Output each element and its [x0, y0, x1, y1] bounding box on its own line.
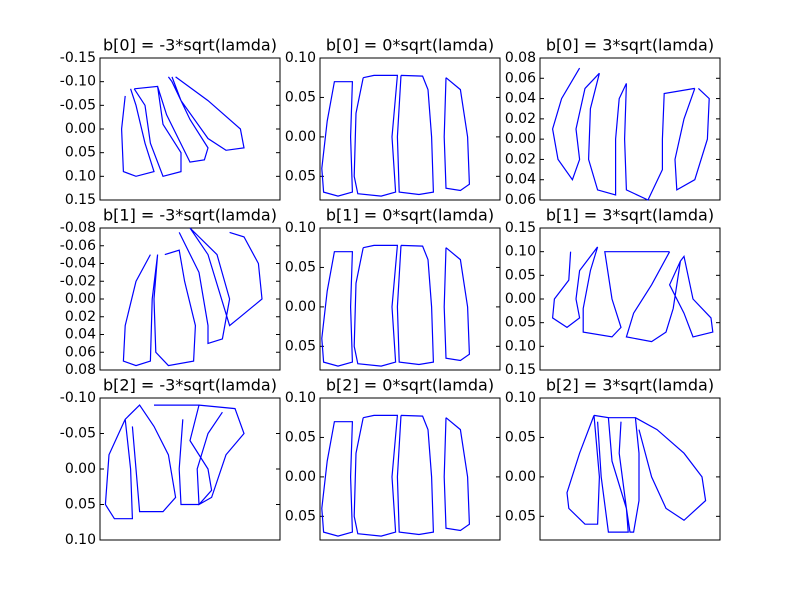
subplot-title: b[0] = -3*sqrt(lamda) — [103, 36, 277, 55]
subplot-title: b[2] = 0*sqrt(lamda) — [326, 376, 494, 395]
y-tick-label: -0.15 — [60, 50, 96, 66]
subplot: b[1] = -3*sqrt(lamda) -0.08 -0.06 -0.04-0.0… — [60, 206, 281, 378]
y-tick-label: 0.05 — [285, 429, 316, 445]
subplot-title: b[1] = 0*sqrt(lamda) — [326, 206, 494, 225]
y-tick-label: 0.00 — [505, 131, 536, 147]
y-tick-label: 0.02 — [505, 151, 536, 167]
subplot: b[1] = 3*sqrt(lamda) 0.15 0.10 0.05 0.00 0.05… — [505, 206, 721, 378]
plot-area — [99, 227, 281, 371]
y-tick-label: -0.05 — [60, 97, 96, 113]
subplot: b[0] = 3*sqrt(lamda) 0.08 0.06 0.04 0.02 0.00… — [505, 36, 721, 208]
y-tick-label: 0.00 — [285, 299, 316, 315]
y-tick-label: 0.05 — [505, 315, 536, 331]
plot-area — [319, 227, 501, 371]
plot-area — [539, 57, 721, 201]
y-tick-label: 0.02 — [505, 111, 536, 127]
shape-outline — [551, 67, 710, 201]
y-tick-label: 0.05 — [505, 429, 536, 445]
y-tick-label: 0.05 — [285, 89, 316, 105]
y-tick-label: -0.08 — [60, 220, 96, 236]
y-tick-label: -0.06 — [60, 238, 96, 254]
subplot: b[1] = 0*sqrt(lamda) 0.10 0.05 0.00 0.05 — [285, 206, 501, 371]
subplot-title: b[1] = -3*sqrt(lamda) — [103, 206, 277, 225]
shape-outline — [566, 414, 707, 533]
y-tick-label: 0.06 — [65, 344, 96, 360]
subplot: b[0] = -3*sqrt(lamda) -0.15 -0.10 -0.05 0.00… — [60, 36, 281, 208]
subplot: b[0] = 0*sqrt(lamda) 0.10 0.05 0.00 0.05 — [285, 36, 501, 201]
y-tick-label: 0.10 — [505, 338, 536, 354]
subplot-title: b[2] = 3*sqrt(lamda) — [546, 376, 714, 395]
subplot-title: b[2] = -3*sqrt(lamda) — [103, 376, 277, 395]
y-tick-label: 0.05 — [65, 497, 96, 513]
y-tick-label: 0.10 — [285, 50, 316, 66]
y-tick-label: 0.10 — [505, 244, 536, 260]
y-tick-label: 0.10 — [65, 168, 96, 184]
y-tick-label: 0.10 — [505, 390, 536, 406]
y-tick-label: 0.15 — [505, 220, 536, 236]
y-tick-label: 0.05 — [285, 338, 316, 354]
y-tick-label: 0.15 — [505, 362, 536, 378]
y-tick-label: -0.04 — [60, 256, 96, 272]
shape-outline — [321, 244, 471, 367]
subplot: b[2] = -3*sqrt(lamda) -0.10 -0.05 0.00 0.05 0… — [60, 376, 281, 548]
subplot-title: b[0] = 3*sqrt(lamda) — [546, 36, 714, 55]
shape-outline — [551, 246, 714, 343]
plot-area — [319, 397, 501, 541]
y-tick-label: 0.04 — [505, 91, 536, 107]
y-tick-label: 0.00 — [285, 129, 316, 145]
subplot: b[2] = 3*sqrt(lamda) 0.10 0.05 0.00 0.05 — [505, 376, 721, 541]
y-tick-label: -0.10 — [60, 74, 96, 90]
y-tick-label: 0.10 — [65, 532, 96, 548]
y-tick-label: -0.10 — [60, 390, 96, 406]
shape-outline — [321, 74, 471, 197]
y-tick-label: 0.05 — [285, 508, 316, 524]
y-tick-label: 0.04 — [65, 327, 96, 343]
y-tick-label: 0.06 — [505, 70, 536, 86]
y-tick-label: 0.00 — [65, 291, 96, 307]
plot-area — [319, 57, 501, 201]
y-tick-label: 0.10 — [285, 220, 316, 236]
y-tick-label: 0.06 — [505, 192, 536, 208]
subplot-title: b[1] = 3*sqrt(lamda) — [546, 206, 714, 225]
y-tick-label: 0.05 — [65, 145, 96, 161]
shape-outline — [104, 404, 245, 520]
subplot: b[2] = 0*sqrt(lamda) 0.10 0.05 0.00 0.05 — [285, 376, 501, 541]
y-tick-label: 0.05 — [505, 267, 536, 283]
y-tick-label: 0.00 — [505, 469, 536, 485]
plot-area — [99, 57, 281, 201]
y-tick-label: 0.04 — [505, 172, 536, 188]
shape-outline — [120, 76, 245, 178]
y-tick-label: 0.15 — [65, 192, 96, 208]
shape-outline — [122, 227, 263, 367]
subplot-title: b[0] = 0*sqrt(lamda) — [326, 36, 494, 55]
y-tick-label: 0.05 — [505, 508, 536, 524]
plot-area — [539, 397, 721, 541]
y-tick-label: 0.02 — [65, 309, 96, 325]
y-tick-label: 0.05 — [285, 168, 316, 184]
y-tick-label: 0.00 — [65, 121, 96, 137]
y-tick-label: 0.08 — [505, 50, 536, 66]
y-tick-label: 0.00 — [505, 291, 536, 307]
y-tick-label: 0.00 — [65, 461, 96, 477]
y-tick-label: -0.02 — [60, 273, 96, 289]
y-tick-label: 0.00 — [285, 469, 316, 485]
shape-outline — [321, 414, 471, 537]
y-tick-label: 0.10 — [285, 390, 316, 406]
y-tick-label: 0.05 — [285, 259, 316, 275]
y-tick-label: -0.05 — [60, 426, 96, 442]
y-tick-label: 0.08 — [65, 362, 96, 378]
